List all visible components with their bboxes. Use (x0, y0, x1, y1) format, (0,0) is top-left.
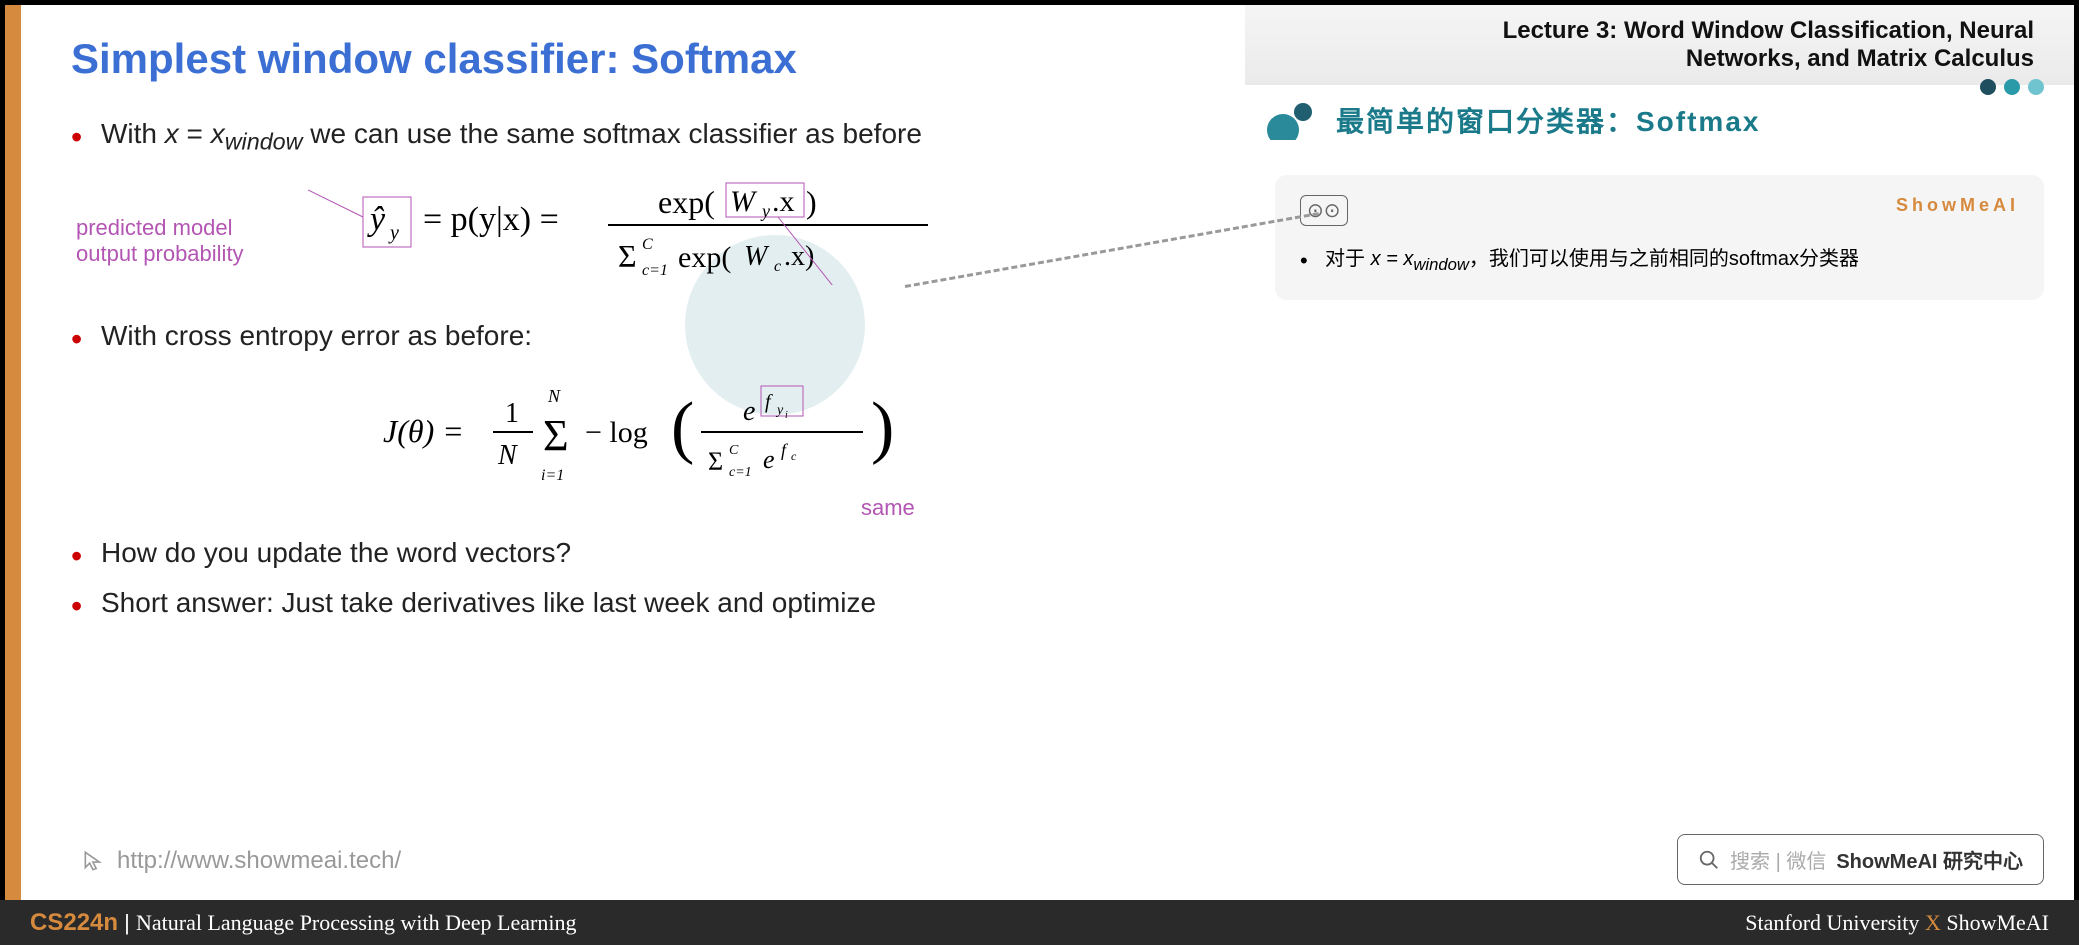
svg-text:f: f (781, 440, 789, 460)
svg-text:e: e (763, 445, 775, 474)
header-dots (1980, 79, 2044, 95)
svg-text:C: C (729, 443, 739, 458)
svg-text:i=1: i=1 (541, 467, 564, 484)
lecture-line2: Networks, and Matrix Calculus (1265, 45, 2034, 73)
equation-loss: J(θ) = 1 N Σ N i=1 − log ( ) e f (71, 372, 1195, 507)
search-icon (1698, 849, 1720, 871)
svg-text:Σ: Σ (708, 447, 723, 476)
footer-url: http://www.showmeai.tech/ (117, 847, 401, 875)
search-text-light: 搜索 | 微信 (1730, 845, 1826, 874)
showmeai-brand: ShowMeAI (1896, 195, 2019, 216)
svg-text:e: e (743, 396, 755, 427)
svg-text:): ) (871, 389, 894, 466)
right-pre: Stanford University (1745, 910, 1925, 935)
search-text-bold: ShowMeAI 研究中心 (1836, 845, 2023, 874)
svg-text:y: y (388, 222, 399, 244)
dot-1 (1980, 79, 1996, 95)
svg-text:.x: .x (772, 185, 795, 218)
svg-text:c=1: c=1 (729, 465, 752, 480)
svg-text:− log: − log (585, 416, 648, 449)
softmax-formula-svg: ŷ y = p(y|x) = exp( W y .x ) Σ C c=1 exp… (308, 175, 958, 285)
course-code: CS224n (30, 909, 118, 936)
dot-3 (2028, 79, 2044, 95)
svg-text:y: y (760, 201, 770, 221)
bullet-3: How do you update the word vectors? (101, 532, 1195, 574)
slide-panel: Simplest window classifier: Softmax With… (5, 5, 1245, 900)
svg-text:ŷ: ŷ (367, 201, 386, 238)
slide-bullets: With x = xwindow we can use the same sof… (71, 113, 1195, 160)
lecture-line1: Lecture 3: Word Window Classification, N… (1265, 17, 2034, 45)
svg-text:W: W (744, 241, 770, 272)
cursor-icon (81, 848, 107, 874)
main-content: Simplest window classifier: Softmax With… (5, 5, 2074, 900)
slide-title: Simplest window classifier: Softmax (71, 35, 1195, 83)
svg-text:c: c (791, 449, 797, 463)
bullet-4: Short answer: Just take derivatives like… (101, 582, 1195, 624)
cn-bullet-post: ，我们可以使用与之前相同的softmax分类器 (1469, 248, 1859, 270)
bullet-1-pre: With (101, 118, 165, 149)
cn-title-icon (1265, 100, 1321, 140)
course-name: Natural Language Processing with Deep Le… (136, 910, 576, 935)
svg-text:C: C (642, 236, 653, 253)
svg-text:y: y (775, 403, 784, 418)
svg-text:exp(: exp( (678, 241, 731, 274)
svg-text:Σ: Σ (618, 238, 637, 274)
right-x: X (1925, 910, 1941, 935)
cn-title: 最简单的窗口分类器：Softmax (1336, 100, 1760, 140)
svg-text:): ) (806, 184, 817, 220)
svg-text:c: c (774, 258, 781, 275)
dot-2 (2004, 79, 2020, 95)
svg-text:c=1: c=1 (642, 262, 668, 279)
separator: | (118, 910, 136, 935)
bullet-1: With x = xwindow we can use the same sof… (101, 113, 1195, 160)
loss-formula-svg: J(θ) = 1 N Σ N i=1 − log ( ) e f (323, 372, 943, 502)
svg-text:Σ: Σ (543, 411, 569, 460)
footer-link[interactable]: http://www.showmeai.tech/ (81, 847, 401, 875)
bottom-right: Stanford University X ShowMeAI (1745, 910, 2049, 936)
slide-bullets-3: How do you update the word vectors? Shor… (71, 532, 1195, 624)
svg-text:1: 1 (505, 398, 519, 429)
svg-text:J(θ) =: J(θ) = (383, 413, 464, 449)
robot-icon: ⊙⊙ (1300, 195, 1348, 226)
bullet-1-mid: we can use the same softmax classifier a… (303, 118, 922, 149)
svg-text:N: N (547, 386, 561, 406)
equation-softmax: ŷ y = p(y|x) = exp( W y .x ) Σ C c=1 exp… (71, 175, 1195, 290)
search-box[interactable]: 搜索 | 微信 ShowMeAI 研究中心 (1677, 834, 2044, 885)
svg-text:(: ( (671, 389, 694, 466)
svg-text:i: i (785, 410, 788, 421)
svg-text:N: N (497, 440, 518, 471)
svg-text:exp(: exp( (658, 184, 715, 220)
bullet-2: With cross entropy error as before: (101, 315, 1195, 357)
translation-box: ⊙⊙ ShowMeAI 对于 x = xwindow，我们可以使用与之前相同的s… (1275, 175, 2044, 300)
lecture-header: Lecture 3: Word Window Classification, N… (1245, 5, 2074, 85)
svg-text:= p(y|x) =: = p(y|x) = (423, 201, 559, 238)
right-post: ShowMeAI (1941, 910, 2049, 935)
bottom-left: CS224n | Natural Language Processing wit… (30, 909, 576, 937)
cn-bullet: 对于 x = xwindow，我们可以使用与之前相同的softmax分类器 (1300, 241, 2019, 280)
cn-bullet-pre: 对于 (1325, 248, 1371, 270)
bottom-bar: CS224n | Natural Language Processing wit… (0, 900, 2079, 945)
svg-text:W: W (730, 185, 758, 218)
cn-title-bar: 最简单的窗口分类器：Softmax (1245, 85, 2074, 155)
svg-text:f: f (765, 391, 773, 413)
right-panel: Lecture 3: Word Window Classification, N… (1245, 5, 2074, 900)
slide-bullets-2: With cross entropy error as before: (71, 315, 1195, 357)
